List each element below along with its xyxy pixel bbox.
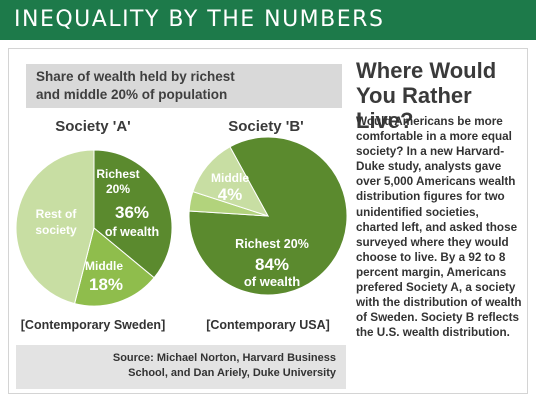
society-a-caption: [Contemporary Sweden]: [20, 318, 166, 332]
pie-slice: [73, 227, 155, 307]
article-line: with the distribution of wealth: [356, 296, 522, 310]
article-line: percent margin, Americans: [356, 265, 507, 279]
article-body: Would Americans be more comfortable in a…: [356, 114, 532, 340]
pie-slice: [15, 149, 95, 305]
slice-value-label: 18%: [89, 275, 123, 294]
society-b-caption: [Contemporary USA]: [206, 318, 330, 332]
chart-subtitle-line1: Share of wealth held by richest: [36, 69, 235, 84]
slice-label: Richest 20%: [235, 237, 309, 251]
article-line: choose to live. By a 92 to 8: [356, 250, 506, 264]
source-line2: School, and Dan Ariely, Duke University: [128, 367, 336, 379]
article-title-line1: Where Would: [356, 58, 497, 83]
article-line: society? In a new Harvard-: [356, 145, 505, 159]
slice-label: society: [35, 223, 77, 237]
slice-value-suffix: of wealth: [105, 225, 159, 239]
article-line: over 5,000 Americans wealth: [356, 175, 516, 189]
article-line: charted left, and asked those: [356, 220, 518, 234]
page-banner: INEQUALITY BY THE NUMBERS: [0, 0, 536, 40]
slice-label: 20%: [106, 182, 130, 196]
banner-title: INEQUALITY BY THE NUMBERS: [14, 7, 385, 32]
chart-subtitle-line2: and middle 20% of population: [36, 87, 228, 102]
article-line: prefered Society A, a society: [356, 281, 516, 295]
slice-value-suffix: of wealth: [244, 274, 300, 289]
society-b-title: Society 'B': [228, 118, 304, 135]
slice-value-label: 84%: [255, 255, 289, 274]
article-title-line2: You Rather Live?: [356, 83, 472, 133]
source-note: Source: Michael Norton, Harvard Business…: [16, 345, 346, 389]
society-a-title: Society 'A': [55, 118, 131, 135]
article-line: surveyed where they would: [356, 235, 509, 249]
article-line: comfortable in a more equal: [356, 130, 512, 144]
slice-label: Rest of: [36, 207, 78, 221]
article-title: Where Would You Rather Live?: [356, 58, 532, 133]
article-line: unidentified societies,: [356, 205, 479, 219]
slice-label: Middle: [211, 171, 249, 185]
slice-label: Middle: [85, 259, 123, 273]
slice-label: Richest: [96, 167, 139, 181]
slice-value-label: 36%: [115, 203, 149, 222]
pie-slice: [93, 149, 173, 279]
pie-slice: [192, 146, 270, 217]
article-line: Would Americans be more: [356, 115, 503, 128]
article-line: of Sweden. Society B reflects: [356, 311, 520, 325]
source-line1: Source: Michael Norton, Harvard Business: [112, 352, 336, 364]
article-line: the U.S. wealth distribution.: [356, 326, 510, 340]
slice-value-label: 4%: [218, 185, 243, 204]
chart-subtitle: Share of wealth held by richest and midd…: [26, 64, 342, 108]
article-line: Duke study, analysts gave: [356, 160, 502, 174]
article-line: distribution figures for two: [356, 190, 505, 204]
